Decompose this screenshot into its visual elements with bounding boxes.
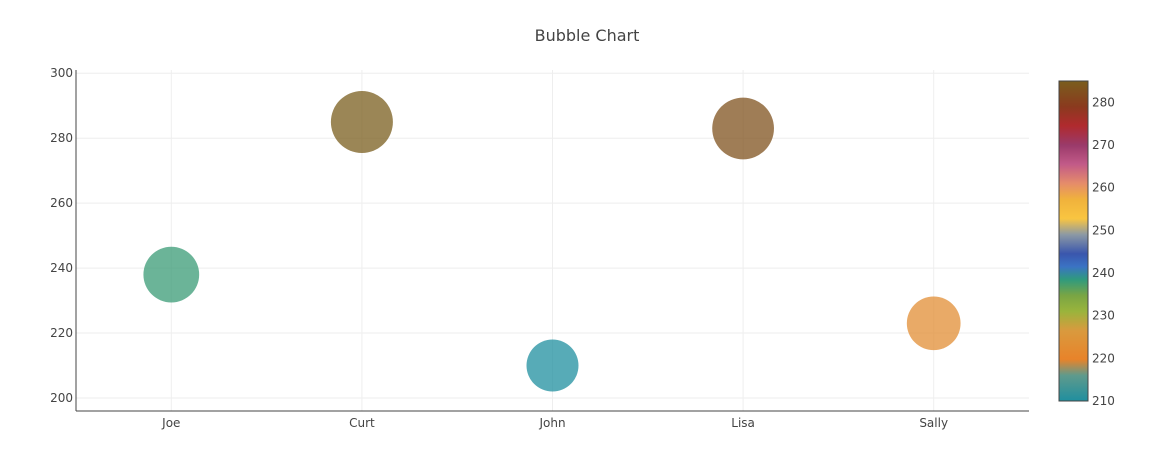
colorbar-tick-label: 270 xyxy=(1092,138,1115,152)
x-tick-label: Curt xyxy=(349,416,375,430)
colorbar: 210 220 230 240 250 260 270 280 xyxy=(1058,80,1115,408)
bubble-point[interactable] xyxy=(143,246,200,303)
bubble-point[interactable] xyxy=(906,296,961,351)
colorbar-tick-label: 210 xyxy=(1092,394,1115,408)
y-tick-label: 200 xyxy=(50,391,73,405)
colorbar-tick-label: 220 xyxy=(1092,351,1115,365)
y-tick-label: 260 xyxy=(50,196,73,210)
chart-title: Bubble Chart xyxy=(535,26,640,45)
axes-layer: 200 220 240 260 280 300 Joe Curt John Lisa Sally xyxy=(50,66,1029,430)
bubble-layer xyxy=(143,90,961,392)
y-tick-label: 240 xyxy=(50,261,73,275)
bubble-point[interactable] xyxy=(330,90,393,153)
y-tick-label: 280 xyxy=(50,131,73,145)
x-tick-label: John xyxy=(538,416,565,430)
grid-layer xyxy=(76,70,1029,411)
colorbar-tick-label: 280 xyxy=(1092,95,1115,109)
x-tick-label: Joe xyxy=(161,416,180,430)
colorbar-tick-label: 250 xyxy=(1092,223,1115,237)
y-tick-label: 220 xyxy=(50,326,73,340)
x-tick-label: Sally xyxy=(919,416,948,430)
bubble-point[interactable] xyxy=(526,339,579,392)
colorbar-tick-label: 260 xyxy=(1092,181,1115,195)
bubble-point[interactable] xyxy=(712,97,774,160)
colorbar-tick-label: 230 xyxy=(1092,309,1115,323)
colorbar-tick-label: 240 xyxy=(1092,266,1115,280)
x-tick-label: Lisa xyxy=(731,416,755,430)
colorbar-gradient xyxy=(1058,80,1089,402)
y-tick-label: 300 xyxy=(50,66,73,80)
